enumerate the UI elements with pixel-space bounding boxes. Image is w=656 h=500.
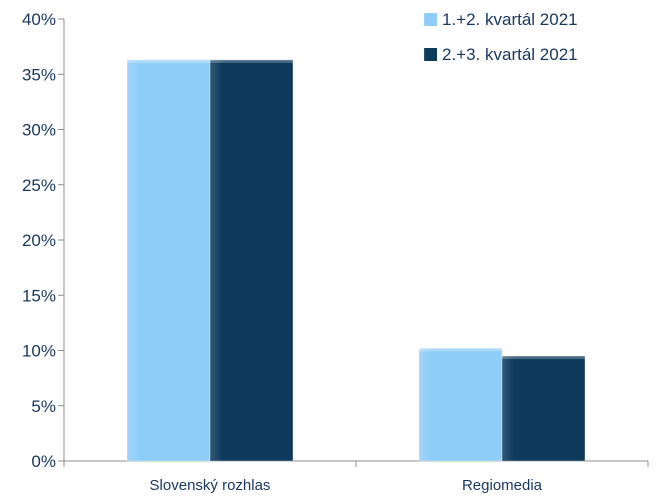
legend-label: 2.+3. kvartál 2021	[442, 45, 578, 64]
legend-item: 1.+2. kvartál 2021	[424, 10, 578, 29]
bars	[126, 59, 586, 462]
y-tick-label: 10%	[22, 342, 56, 361]
legend-item: 2.+3. kvartál 2021	[424, 45, 578, 64]
y-tick-label: 20%	[22, 231, 56, 250]
y-tick-label: 0%	[31, 452, 56, 471]
legend-swatch	[424, 48, 437, 61]
legend-swatch	[424, 13, 437, 26]
bar-top-highlight	[210, 59, 293, 63]
bar-1-series-1	[126, 59, 211, 462]
legend: 1.+2. kvartál 2021 2.+3. kvartál 2021	[424, 10, 578, 64]
bar-top-highlight	[419, 348, 502, 352]
category-label: Slovenský rozhlas	[150, 477, 271, 494]
bar-2-series-2	[501, 355, 586, 462]
y-tick-label: 35%	[22, 65, 56, 84]
category-label: Regiomedia	[462, 477, 543, 494]
y-axis: 0% 5% 10% 15% 20% 25% 30% 35% 40%	[22, 10, 65, 471]
y-tick-label: 15%	[22, 286, 56, 305]
y-tick-label: 30%	[22, 121, 56, 140]
bar-2-series-1	[418, 347, 503, 462]
y-tick-label: 40%	[22, 10, 56, 29]
bar-top-highlight	[127, 59, 210, 63]
x-axis: Slovenský rozhlas Regiomedia	[63, 460, 649, 494]
y-tick-label: 5%	[31, 397, 56, 416]
y-tick-label: 25%	[22, 176, 56, 195]
bar-top-highlight	[502, 356, 585, 360]
bar-1-series-2	[209, 59, 294, 462]
legend-label: 1.+2. kvartál 2021	[442, 10, 578, 29]
